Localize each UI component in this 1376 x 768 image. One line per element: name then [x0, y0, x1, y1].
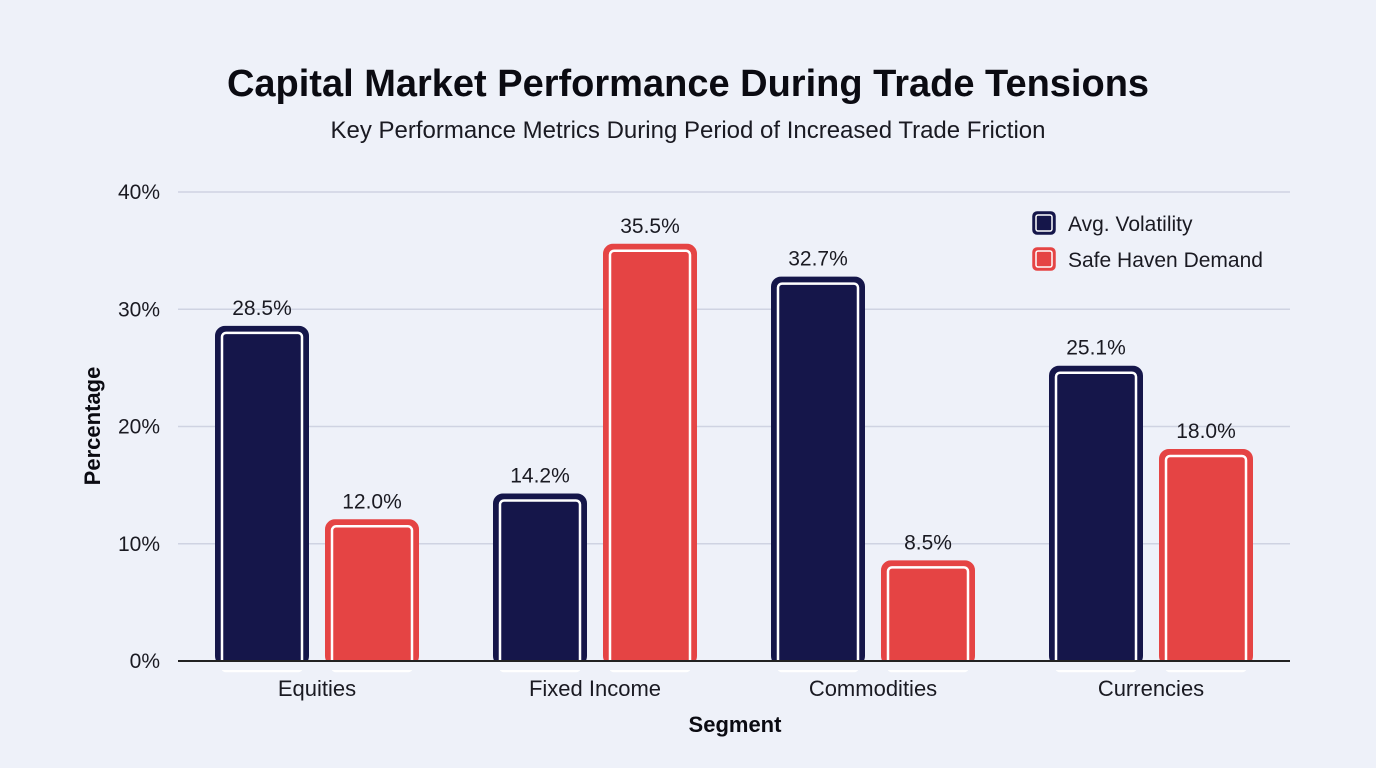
bar-fixed-income-0	[493, 493, 587, 666]
bar-inner-outline	[220, 331, 304, 673]
x-category-label: Commodities	[809, 676, 937, 701]
y-tick-label: 0%	[130, 650, 160, 673]
y-tick-label: 20%	[118, 416, 160, 439]
legend-swatch-outline	[1035, 214, 1053, 232]
y-tick-label: 40%	[118, 181, 160, 204]
data-label: 32.7%	[788, 248, 848, 271]
bar-currencies-1	[1159, 448, 1253, 667]
legend: Avg. Volatility Safe Haven Demand	[1032, 211, 1263, 272]
legend-label: Avg. Volatility	[1068, 213, 1193, 236]
data-label: 8.5%	[904, 531, 952, 554]
bar-equities-1	[325, 519, 419, 666]
bar-inner-outline	[1054, 371, 1138, 673]
y-tick-label: 30%	[118, 298, 160, 321]
bar-inner-outline	[608, 249, 692, 673]
data-labels: 28.5% 12.0% 14.2% 35.5% 32.7% 8.5% 25.1% 18.0%	[232, 215, 1236, 555]
axis-mask	[176, 662, 1292, 670]
y-axis-ticks: 0% 10% 20% 30% 40%	[118, 181, 160, 673]
chart-title: Capital Market Performance During Trade …	[227, 63, 1149, 105]
data-label: 12.0%	[342, 490, 402, 513]
x-category-label: Fixed Income	[529, 676, 661, 701]
bar-fixed-income-1	[603, 243, 697, 666]
data-label: 35.5%	[620, 215, 680, 238]
bar-currencies-0	[1049, 365, 1143, 666]
bar-commodities-1	[881, 560, 975, 667]
legend-swatch	[1032, 247, 1056, 271]
data-label: 14.2%	[510, 465, 570, 488]
x-category-label: Equities	[278, 676, 356, 701]
y-tick-label: 10%	[118, 533, 160, 556]
bar-inner-outline	[1164, 454, 1248, 673]
legend-swatch	[1032, 211, 1056, 235]
legend-swatch-outline	[1035, 250, 1053, 268]
y-axis-title: Percentage	[80, 367, 105, 486]
x-axis-title: Segment	[689, 712, 783, 737]
x-category-label: Currencies	[1098, 676, 1204, 701]
bar-inner-outline	[776, 282, 860, 673]
bar-commodities-0	[771, 276, 865, 666]
bar-equities-0	[215, 325, 309, 666]
legend-label: Safe Haven Demand	[1068, 249, 1263, 272]
x-axis-categories: Equities Fixed Income Commodities Currencie…	[278, 676, 1204, 701]
data-label: 28.5%	[232, 297, 292, 320]
bar-inner-outline	[886, 566, 970, 673]
data-label: 25.1%	[1066, 337, 1126, 360]
data-label: 18.0%	[1176, 420, 1236, 443]
bar-inner-outline	[330, 525, 414, 673]
chart-subtitle: Key Performance Metrics During Period of…	[331, 117, 1046, 144]
bars	[176, 243, 1292, 673]
bar-inner-outline	[498, 499, 582, 673]
